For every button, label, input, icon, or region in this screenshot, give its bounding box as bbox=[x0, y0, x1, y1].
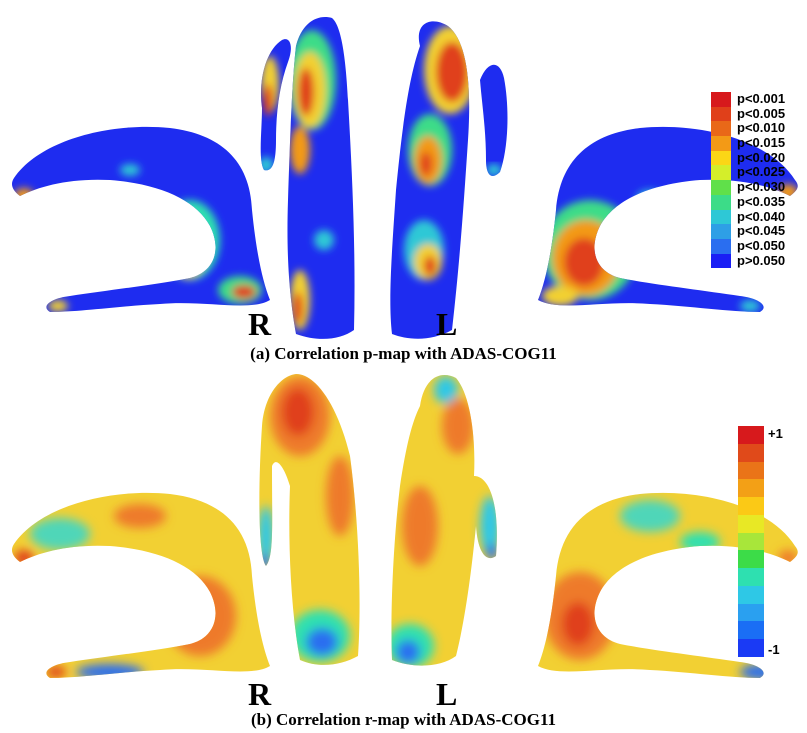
left-hemisphere-label-r: L bbox=[436, 676, 458, 712]
legend-label: p<0.040 bbox=[737, 208, 786, 224]
panel-b-caption: (b) Correlation r-map with ADAS-COG11 bbox=[250, 710, 557, 729]
legend-label: p<0.050 bbox=[737, 237, 786, 253]
legend-swatch bbox=[711, 224, 731, 239]
right-medial-surface-r bbox=[259, 374, 360, 665]
colorbar-segment bbox=[738, 443, 764, 463]
legend-label: p<0.001 bbox=[737, 91, 786, 106]
colorbar-segment bbox=[738, 497, 764, 516]
legend-swatch bbox=[711, 238, 731, 254]
legend-entry: p<0.015 bbox=[711, 135, 807, 151]
legend-swatch bbox=[711, 165, 731, 181]
legend-swatch bbox=[711, 194, 731, 210]
r-value-colorbar bbox=[738, 426, 764, 658]
colorbar-segment bbox=[738, 461, 764, 480]
legend-entry: p<0.035 bbox=[711, 193, 807, 210]
panel-b-r-map: R L (b) Correlation r-map with ADAS-COG1… bbox=[0, 366, 807, 733]
colorbar-min-label: -1 bbox=[768, 642, 780, 657]
legend-swatch bbox=[711, 150, 731, 166]
colorbar-segment bbox=[738, 603, 764, 622]
legend-swatch bbox=[711, 136, 731, 151]
right-lateral-surface-r bbox=[12, 492, 270, 678]
legend-entry: p<0.050 bbox=[711, 237, 807, 254]
legend-label: p<0.035 bbox=[737, 193, 786, 209]
left-medial-surface-r bbox=[391, 375, 497, 666]
r-map-surfaces bbox=[12, 374, 798, 678]
legend-swatch bbox=[711, 121, 731, 137]
colorbar-max-label: +1 bbox=[768, 426, 783, 441]
right-tail-surface bbox=[260, 39, 291, 171]
legend-entry: p<0.040 bbox=[711, 208, 807, 225]
colorbar-segment bbox=[738, 639, 764, 658]
legend-entry: p<0.025 bbox=[711, 164, 807, 181]
colorbar-segment bbox=[738, 550, 764, 569]
legend-entry: p<0.001 bbox=[711, 91, 807, 107]
legend-entry: p<0.010 bbox=[711, 120, 807, 137]
colorbar-segment bbox=[738, 532, 764, 551]
legend-label: p>0.050 bbox=[737, 252, 786, 268]
colorbar-segment bbox=[738, 568, 764, 587]
colorbar-segment bbox=[738, 514, 764, 534]
p-value-legend: p<0.001 p<0.005 p<0.010 p<0.015 p<0.020 p<0.0… bbox=[711, 91, 807, 269]
colorbar-segment bbox=[738, 585, 764, 605]
left-lateral-surface-r bbox=[538, 492, 798, 678]
legend-label: p<0.005 bbox=[737, 105, 786, 121]
right-hemisphere-label: R bbox=[248, 306, 272, 342]
right-hemisphere-label-r: R bbox=[248, 676, 272, 712]
left-medial-surface bbox=[390, 21, 470, 339]
right-medial-surface bbox=[287, 17, 355, 339]
legend-swatch bbox=[711, 180, 731, 195]
legend-swatch bbox=[711, 106, 731, 122]
legend-swatch bbox=[711, 92, 731, 107]
colorbar-segment bbox=[738, 426, 764, 445]
legend-label: p<0.045 bbox=[737, 223, 786, 239]
left-tail-surface bbox=[480, 64, 508, 176]
legend-label: p<0.025 bbox=[737, 164, 786, 180]
panel-a-p-map: R L (a) Correlation p-map with ADAS-COG1… bbox=[0, 0, 807, 366]
legend-label: p<0.030 bbox=[737, 179, 786, 195]
right-lateral-surface bbox=[12, 126, 270, 312]
colorbar-segment bbox=[738, 621, 764, 640]
panel-a-caption: (a) Correlation p-map with ADAS-COG11 bbox=[250, 344, 557, 363]
legend-label: p<0.015 bbox=[737, 135, 786, 151]
legend-entry: p<0.020 bbox=[711, 149, 807, 166]
legend-swatch bbox=[711, 209, 731, 225]
legend-entry: p<0.030 bbox=[711, 179, 807, 195]
legend-entry: p>0.050 bbox=[711, 252, 807, 269]
legend-entry: p<0.005 bbox=[711, 105, 807, 122]
legend-label: p<0.010 bbox=[737, 120, 786, 136]
colorbar-segment bbox=[738, 479, 764, 498]
left-hemisphere-label: L bbox=[436, 306, 458, 342]
p-map-surfaces bbox=[12, 17, 798, 339]
legend-swatch bbox=[711, 253, 731, 269]
legend-label: p<0.020 bbox=[737, 149, 786, 165]
legend-entry: p<0.045 bbox=[711, 223, 807, 239]
